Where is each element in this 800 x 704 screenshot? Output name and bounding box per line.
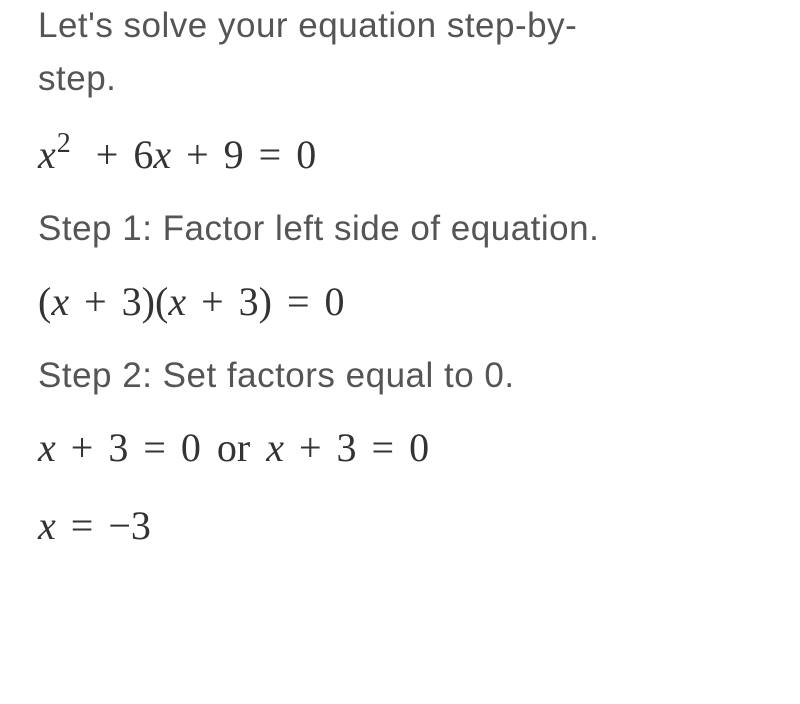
math-or: or — [217, 425, 250, 470]
math-op-plus: + — [299, 425, 322, 470]
intro-text: Let's solve your equation step-by- step. — [38, 0, 762, 105]
math-var: x — [38, 132, 56, 177]
paren-close: ) — [259, 279, 272, 324]
math-op-plus: + — [71, 425, 94, 470]
math-op-equals: = — [71, 503, 94, 548]
math-op-equals: = — [143, 425, 166, 470]
math-var: x — [38, 425, 56, 470]
math-op-equals: = — [372, 425, 395, 470]
math-const: 3 — [337, 425, 357, 470]
math-op-equals: = — [287, 279, 310, 324]
math-op-equals: = — [259, 132, 282, 177]
equation-factored: (x + 3)(x + 3) = 0 — [38, 270, 762, 334]
math-const: 9 — [224, 132, 244, 177]
math-op-plus: + — [84, 279, 107, 324]
math-var: x — [38, 503, 56, 548]
step-1-label: Step 1: Factor left side of equation. — [38, 203, 762, 256]
math-rhs: 0 — [325, 279, 345, 324]
math-neg: − — [108, 503, 131, 548]
step-2-label: Step 2: Set factors equal to 0. — [38, 350, 762, 403]
math-op-plus: + — [96, 132, 119, 177]
math-var: x — [153, 132, 171, 177]
math-rhs: 0 — [181, 425, 201, 470]
equation-zero-product: x + 3 = 0 or x + 3 = 0 — [38, 416, 762, 480]
math-op-plus: + — [186, 132, 209, 177]
math-var: x — [266, 425, 284, 470]
math-coef: 6 — [133, 132, 153, 177]
math-const: 3 — [122, 279, 142, 324]
equation-original: x2 + 6x + 9 = 0 — [38, 123, 762, 187]
math-op-plus: + — [201, 279, 224, 324]
equation-solution: x = −3 — [38, 494, 762, 558]
paren-open: ( — [155, 279, 168, 324]
intro-line-1: Let's solve your equation step-by- — [38, 6, 577, 45]
math-const: 3 — [239, 279, 259, 324]
math-rhs: 0 — [409, 425, 429, 470]
math-rhs: 0 — [296, 132, 316, 177]
intro-line-2: step. — [38, 59, 116, 98]
paren-open: ( — [38, 279, 51, 324]
math-var: x — [51, 279, 69, 324]
math-var: x — [168, 279, 186, 324]
math-const: 3 — [108, 425, 128, 470]
math-const: 3 — [131, 503, 151, 548]
paren-close: ) — [142, 279, 155, 324]
math-exponent: 2 — [57, 128, 71, 159]
